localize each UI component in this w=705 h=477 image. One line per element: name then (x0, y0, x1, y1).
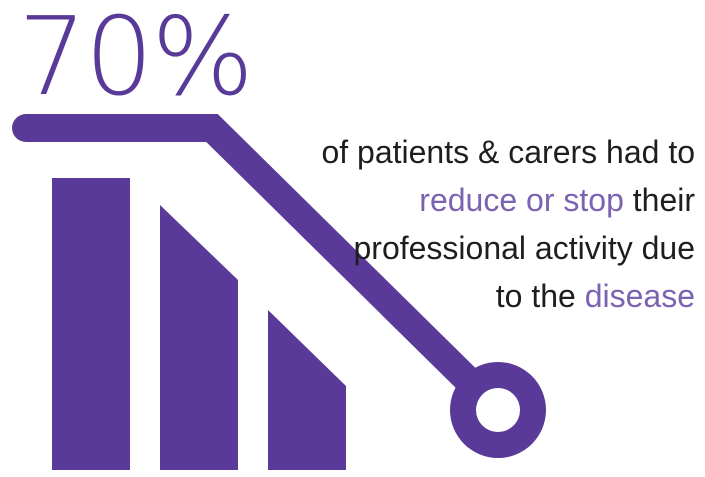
caption-line-3: professional activity due (353, 230, 695, 266)
bar-1 (52, 178, 130, 470)
ring-end-hole (476, 388, 520, 432)
caption-line-4: to the disease (245, 272, 695, 320)
headline-stat: 70% (18, 0, 254, 120)
caption-line-2-rest: their (623, 182, 695, 218)
caption-line-4-prefix: to the (495, 278, 585, 314)
stat-caption: of patients & carers had to reduce or st… (245, 128, 695, 320)
bar-2 (160, 205, 238, 470)
caption-highlight-disease: disease (584, 278, 695, 314)
caption-line-1: of patients & carers had to (321, 134, 695, 170)
caption-highlight-reduce-stop: reduce or stop (419, 182, 624, 218)
trend-line (12, 114, 500, 412)
bar-3 (268, 310, 346, 470)
caption-line-2: reduce or stop their (245, 176, 695, 224)
